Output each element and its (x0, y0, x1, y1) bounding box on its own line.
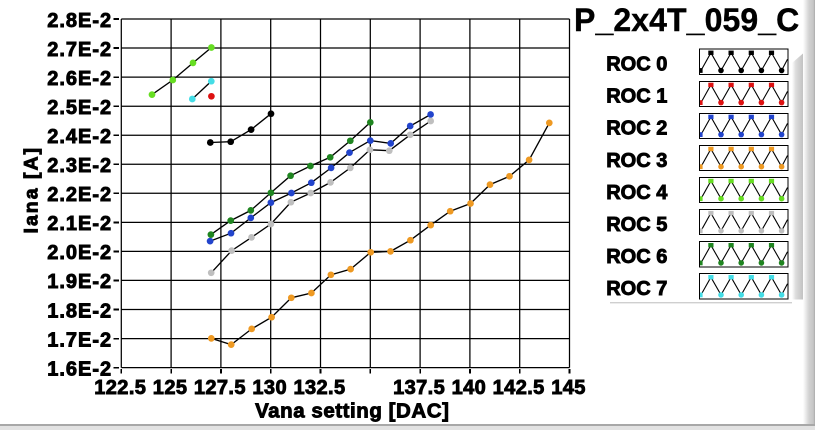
svg-text:2.5E-2: 2.5E-2 (47, 97, 112, 119)
svg-text:2.4E-2: 2.4E-2 (47, 126, 112, 148)
svg-text:140: 140 (452, 377, 487, 399)
svg-text:ROC 4: ROC 4 (606, 182, 668, 204)
svg-text:1.9E-2: 1.9E-2 (47, 271, 112, 293)
svg-text:122.5: 122.5 (94, 377, 146, 399)
svg-text:ROC 0: ROC 0 (606, 54, 667, 76)
svg-text:2.0E-2: 2.0E-2 (47, 242, 112, 264)
svg-text:2.7E-2: 2.7E-2 (47, 39, 112, 61)
svg-text:127.5: 127.5 (194, 377, 246, 399)
svg-text:ROC 5: ROC 5 (606, 214, 667, 236)
svg-text:145: 145 (551, 377, 586, 399)
svg-text:130: 130 (252, 377, 287, 399)
svg-text:ROC 3: ROC 3 (606, 150, 667, 172)
svg-text:137.5: 137.5 (393, 377, 445, 399)
svg-text:1.6E-2: 1.6E-2 (47, 358, 112, 380)
svg-text:1.7E-2: 1.7E-2 (47, 329, 112, 351)
svg-text:Iana [A]: Iana [A] (21, 146, 43, 234)
svg-text:ROC 2: ROC 2 (606, 118, 667, 140)
svg-text:ROC 1: ROC 1 (606, 86, 667, 108)
svg-text:132.5: 132.5 (293, 377, 345, 399)
svg-text:2.8E-2: 2.8E-2 (47, 10, 112, 32)
svg-text:142.5: 142.5 (493, 377, 545, 399)
svg-text:Vana setting [DAC]: Vana setting [DAC] (255, 400, 449, 423)
svg-text:2.6E-2: 2.6E-2 (47, 68, 112, 90)
svg-text:2.3E-2: 2.3E-2 (47, 155, 112, 177)
svg-text:1.8E-2: 1.8E-2 (47, 300, 112, 322)
svg-text:125: 125 (153, 377, 188, 399)
svg-text:ROC 6: ROC 6 (606, 246, 667, 268)
svg-text:2.1E-2: 2.1E-2 (47, 213, 112, 235)
svg-text:P_2x4T_059_C: P_2x4T_059_C (574, 2, 799, 38)
svg-text:ROC 7: ROC 7 (606, 278, 667, 300)
svg-text:2.2E-2: 2.2E-2 (47, 184, 112, 206)
